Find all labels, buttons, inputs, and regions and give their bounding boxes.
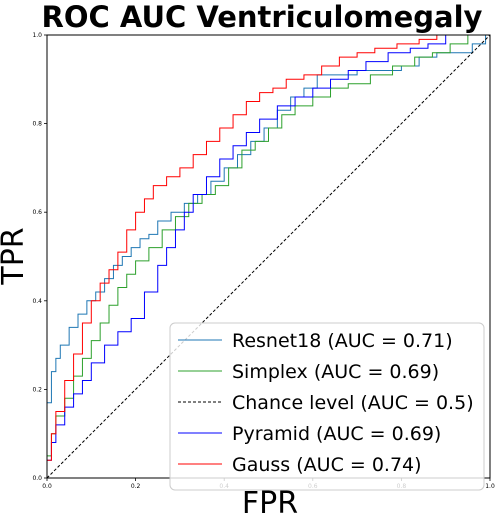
legend-box [169, 322, 485, 491]
y-tick-label: 0.6 [32, 209, 42, 216]
legend-label: Gauss (AUC = 0.74) [232, 454, 422, 476]
y-tick-label: 0.8 [32, 121, 42, 128]
y-tick-label: 1.0 [32, 32, 42, 39]
legend-label: Resnet18 (AUC = 0.71) [232, 330, 453, 352]
legend-label: Chance level (AUC = 0.5) [232, 392, 474, 414]
x-tick-label: 1.0 [485, 483, 495, 490]
series-line-2 [46, 34, 491, 479]
series-line-4 [46, 34, 490, 478]
legend-label: Pyramid (AUC = 0.69) [232, 423, 441, 445]
y-axis-label: TPR [0, 227, 31, 285]
y-tick-label: 0.2 [32, 386, 42, 393]
plot-lines [46, 34, 491, 479]
y-tick-label: 0.4 [32, 298, 42, 305]
chart-title: ROC AUC Ventriculomegaly [42, 0, 483, 34]
x-axis-label: FPR [242, 486, 298, 521]
x-tick-label: 0.2 [131, 483, 141, 490]
x-tick-label: 0.0 [42, 483, 52, 490]
series-line-3 [46, 34, 490, 478]
legend: Resnet18 (AUC = 0.71) Simplex (AUC = 0.69… [169, 322, 485, 491]
legend-label: Simplex (AUC = 0.69) [232, 361, 439, 383]
y-tick-label: 0.0 [32, 475, 42, 482]
